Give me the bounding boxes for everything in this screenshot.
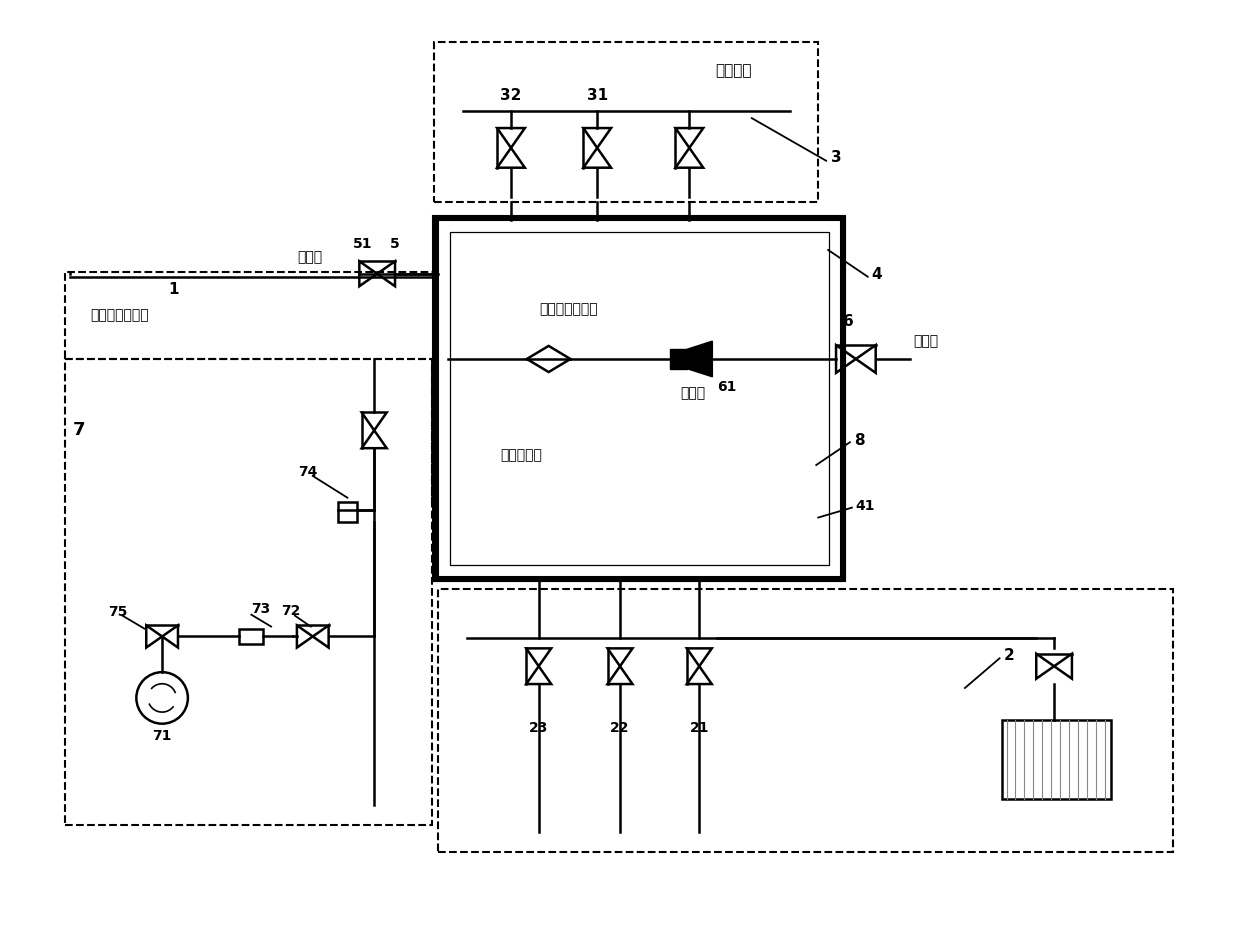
Bar (239, 628, 263, 644)
Text: 8: 8 (854, 433, 865, 448)
Bar (669, 349, 688, 368)
Text: 发动机入口管路: 发动机入口管路 (539, 302, 597, 316)
Polygon shape (688, 341, 712, 377)
Text: 2: 2 (1004, 648, 1015, 663)
Text: 5: 5 (390, 237, 400, 251)
Bar (434, 216, 845, 582)
Text: 75: 75 (108, 605, 128, 619)
Text: 72: 72 (281, 604, 301, 618)
Text: 61: 61 (717, 380, 736, 394)
Text: 73: 73 (252, 602, 271, 616)
Text: 32: 32 (501, 88, 522, 103)
Bar (437, 221, 841, 577)
Text: 4: 4 (872, 267, 882, 282)
Bar (434, 217, 845, 581)
Bar (64, 359, 431, 825)
Text: 31: 31 (586, 88, 608, 103)
Bar (64, 272, 435, 359)
Text: 51: 51 (353, 237, 372, 251)
Text: 抽真空管路: 抽真空管路 (501, 448, 541, 462)
Bar (1001, 720, 1110, 799)
Text: 排气口: 排气口 (913, 334, 938, 348)
Bar (337, 502, 357, 522)
Text: 74: 74 (299, 465, 317, 479)
Text: 1: 1 (169, 282, 180, 297)
Bar (437, 589, 1173, 852)
Bar (450, 232, 829, 565)
Text: 6: 6 (843, 314, 854, 329)
Text: 23: 23 (529, 721, 549, 735)
Text: 液氮排空: 液氮排空 (716, 63, 752, 78)
Bar (434, 42, 818, 202)
Bar (436, 220, 841, 578)
Text: 推进剂供应管路: 推进剂供应管路 (90, 309, 149, 323)
Text: 3: 3 (831, 151, 841, 165)
Text: 71: 71 (152, 728, 172, 742)
Bar (436, 219, 843, 579)
Text: 进气口: 进气口 (297, 250, 322, 264)
Text: 7: 7 (73, 422, 85, 439)
Text: 发动机: 发动机 (680, 387, 705, 401)
Text: 41: 41 (856, 498, 876, 512)
Bar (435, 218, 844, 580)
Text: 21: 21 (690, 721, 709, 735)
Text: 22: 22 (611, 721, 629, 735)
